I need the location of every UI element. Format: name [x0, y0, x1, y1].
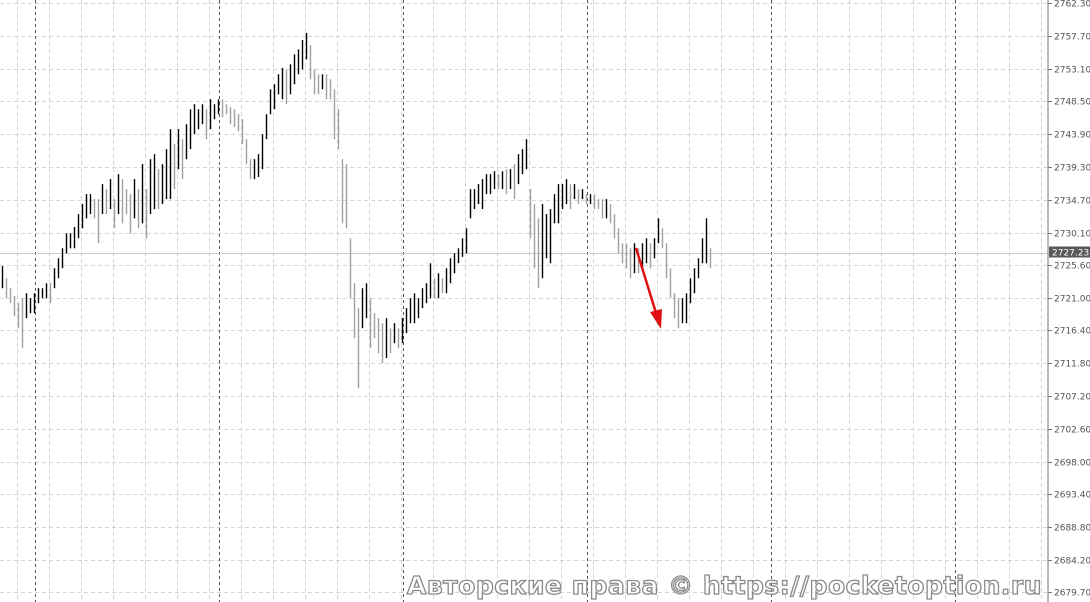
period-separators — [35, 0, 956, 602]
y-tick-label: 2711.80 — [1054, 360, 1090, 370]
arrow-shaft — [634, 247, 658, 314]
y-tick-label: 2716.40 — [1054, 327, 1090, 337]
grid — [0, 0, 1048, 602]
watermark: Авторские права © https://pocketoption.r… — [406, 571, 1042, 600]
y-tick-label: 2679.70 — [1054, 589, 1090, 599]
y-tick-label: 2734.70 — [1054, 197, 1090, 207]
current-price-box — [1049, 246, 1090, 258]
y-tick-label: 2693.40 — [1054, 491, 1090, 501]
y-tick-label: 2743.90 — [1054, 131, 1090, 141]
current-price-label: 2727.23 — [1049, 246, 1090, 259]
price-bars — [1, 32, 712, 389]
current-price-text: 2727.23 — [1052, 249, 1089, 259]
arrow-head — [650, 309, 662, 329]
y-tick-label: 2757.70 — [1054, 33, 1090, 43]
y-tick-label: 2725.60 — [1054, 262, 1090, 272]
y-tick-label: 2748.50 — [1054, 98, 1090, 108]
y-tick-label: 2707.20 — [1054, 393, 1090, 403]
y-tick-label: 2698.00 — [1054, 459, 1090, 469]
y-tick-label: 2702.60 — [1054, 426, 1090, 436]
down-arrow-annotation[interactable] — [634, 247, 662, 329]
price-axis[interactable]: 2762.30 2757.70 2753.10 2748.50 2743.90 2739.… — [1048, 0, 1090, 599]
y-tick-label: 2753.10 — [1054, 66, 1090, 76]
y-tick-label: 2684.20 — [1054, 557, 1090, 567]
y-tick-label: 2688.80 — [1054, 524, 1090, 534]
y-tick-label: 2739.30 — [1054, 164, 1090, 174]
y-tick-label: 2721.00 — [1054, 295, 1090, 305]
y-tick-label: 2762.30 — [1054, 0, 1090, 10]
y-tick-label: 2730.10 — [1054, 230, 1090, 240]
